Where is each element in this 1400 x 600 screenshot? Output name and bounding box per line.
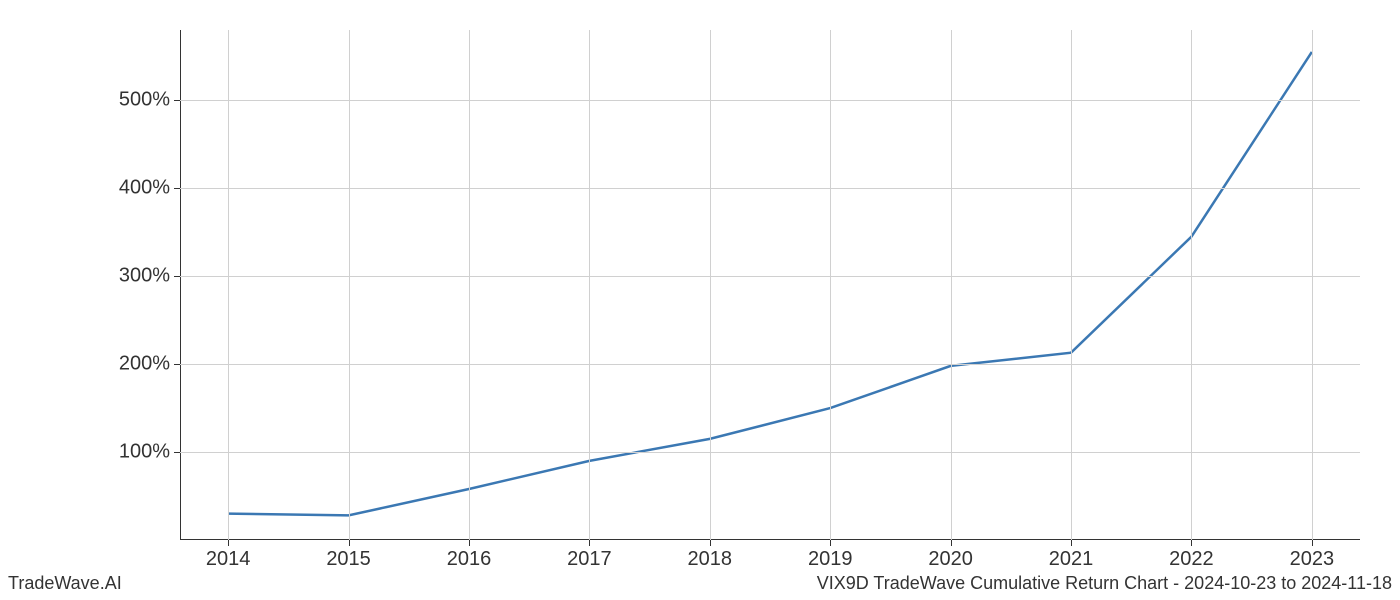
y-tick-mark bbox=[174, 276, 180, 277]
x-tick-mark bbox=[1191, 540, 1192, 546]
x-tick-label: 2023 bbox=[1290, 548, 1335, 571]
x-tick-label: 2022 bbox=[1169, 548, 1214, 571]
grid-line-horizontal bbox=[180, 100, 1360, 101]
x-tick-mark bbox=[1312, 540, 1313, 546]
grid-line-vertical bbox=[710, 30, 711, 540]
x-tick-mark bbox=[228, 540, 229, 546]
chart-plot-area bbox=[180, 30, 1360, 540]
grid-line-horizontal bbox=[180, 452, 1360, 453]
line-series bbox=[180, 30, 1360, 540]
grid-line-vertical bbox=[830, 30, 831, 540]
x-tick-mark bbox=[710, 540, 711, 546]
grid-line-vertical bbox=[1071, 30, 1072, 540]
y-tick-mark bbox=[174, 188, 180, 189]
x-tick-label: 2017 bbox=[567, 548, 612, 571]
grid-line-vertical bbox=[951, 30, 952, 540]
x-tick-label: 2019 bbox=[808, 548, 853, 571]
grid-line-horizontal bbox=[180, 188, 1360, 189]
x-tick-mark bbox=[469, 540, 470, 546]
x-tick-mark bbox=[951, 540, 952, 546]
x-tick-mark bbox=[589, 540, 590, 546]
grid-line-horizontal bbox=[180, 276, 1360, 277]
x-tick-mark bbox=[1071, 540, 1072, 546]
grid-line-vertical bbox=[349, 30, 350, 540]
grid-line-vertical bbox=[228, 30, 229, 540]
grid-line-vertical bbox=[589, 30, 590, 540]
y-tick-mark bbox=[174, 364, 180, 365]
y-tick-mark bbox=[174, 452, 180, 453]
x-tick-label: 2016 bbox=[447, 548, 492, 571]
x-tick-label: 2014 bbox=[206, 548, 251, 571]
x-tick-label: 2021 bbox=[1049, 548, 1094, 571]
x-tick-label: 2018 bbox=[688, 548, 733, 571]
grid-line-horizontal bbox=[180, 364, 1360, 365]
y-tick-label: 400% bbox=[119, 177, 170, 200]
y-tick-label: 500% bbox=[119, 89, 170, 112]
grid-line-vertical bbox=[469, 30, 470, 540]
grid-line-vertical bbox=[1191, 30, 1192, 540]
x-tick-label: 2020 bbox=[928, 548, 973, 571]
x-tick-mark bbox=[349, 540, 350, 546]
x-tick-mark bbox=[830, 540, 831, 546]
footer-brand: TradeWave.AI bbox=[8, 573, 122, 594]
y-tick-label: 200% bbox=[119, 353, 170, 376]
y-tick-label: 300% bbox=[119, 265, 170, 288]
footer-caption: VIX9D TradeWave Cumulative Return Chart … bbox=[817, 573, 1392, 594]
y-tick-mark bbox=[174, 100, 180, 101]
x-tick-label: 2015 bbox=[326, 548, 371, 571]
y-tick-label: 100% bbox=[119, 441, 170, 464]
grid-line-vertical bbox=[1312, 30, 1313, 540]
